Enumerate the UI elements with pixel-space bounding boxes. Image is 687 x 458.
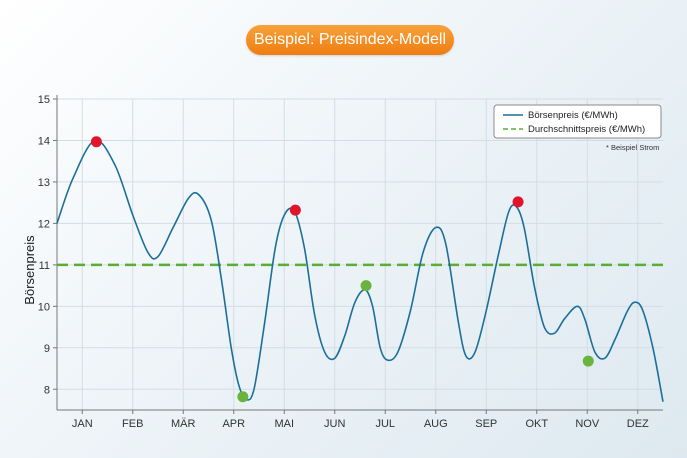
x-tick-label: AUG <box>424 418 448 430</box>
x-tick-label: MAI <box>274 418 294 430</box>
x-tick-label: APR <box>222 418 245 430</box>
y-axis-title: Börsenpreis <box>22 235 37 305</box>
chart-footnote: * Beispiel Strom <box>606 143 659 152</box>
x-tick-label: JAN <box>72 418 93 430</box>
low-price-marker <box>237 391 249 403</box>
y-tick-label: 9 <box>44 343 50 355</box>
y-tick-label: 14 <box>38 135 50 147</box>
legend-label-average: Durchschnittspreis (€/MWh) <box>528 124 645 135</box>
x-tick-label: NOV <box>575 418 600 430</box>
y-tick-label: 13 <box>38 177 50 189</box>
chart-title-badge: Beispiel: Preisindex-Modell <box>246 25 454 55</box>
low-price-marker <box>360 280 372 292</box>
y-tick-label: 12 <box>38 218 50 230</box>
x-tick-label: JUN <box>324 418 345 430</box>
y-tick-label: 11 <box>39 260 50 272</box>
highlight-markers <box>90 136 594 403</box>
y-tick-label: 15 <box>38 94 50 106</box>
tick-labels: 8 9 10 11 12 13 14 15 JAN FEB MÄR APR MAI JUN JUL AUG SE… <box>38 94 649 430</box>
x-tick-label: JUL <box>375 418 395 430</box>
x-tick-label: FEB <box>122 418 143 430</box>
x-tick-label: OKT <box>525 418 548 430</box>
chart-axes <box>53 95 663 414</box>
x-tick-label: MÄR <box>171 418 196 430</box>
legend-box <box>493 104 662 139</box>
chart-legend: Börsenpreis (€/MWh) Durchschnittspreis (… <box>493 104 662 139</box>
y-tick-label: 8 <box>44 384 50 396</box>
y-tick-label: 10 <box>38 301 50 313</box>
legend-label-series: Börsenpreis (€/MWh) <box>528 110 618 121</box>
chart-grid <box>57 98 663 410</box>
low-price-marker <box>582 355 594 367</box>
chart-series <box>56 139 664 402</box>
high-price-marker <box>512 196 524 208</box>
high-price-marker <box>289 204 301 216</box>
x-tick-label: SEP <box>475 418 497 430</box>
exchange-price-line <box>56 139 664 402</box>
x-tick-label: DEZ <box>627 418 649 430</box>
high-price-marker <box>90 136 102 148</box>
